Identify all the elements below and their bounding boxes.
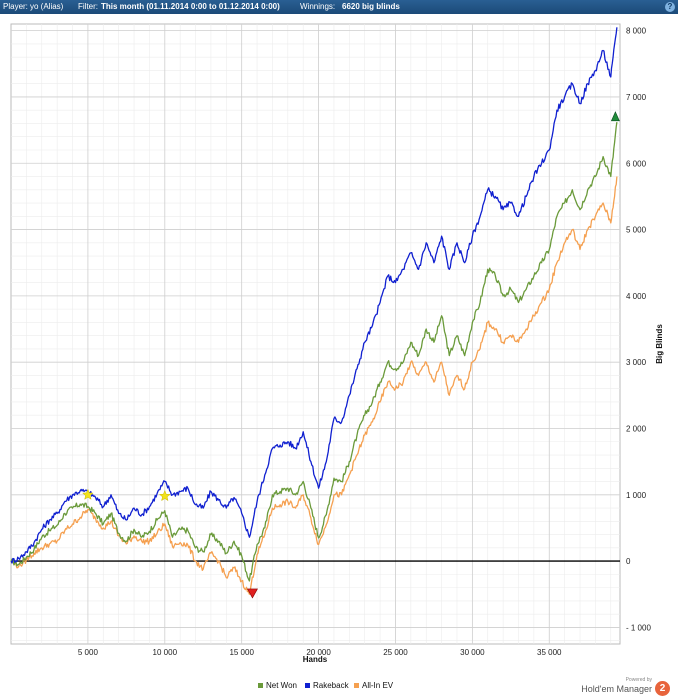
legend-swatch — [258, 683, 263, 688]
x-tick-label: 25 000 — [383, 648, 408, 657]
star-marker — [82, 488, 94, 500]
brand-name: Hold'em Manager — [581, 684, 652, 694]
y-tick-label: 0 — [626, 557, 631, 566]
y-tick-label: - 1 000 — [626, 623, 651, 632]
header-bar: Player: yo (Alias) Filter: This month (0… — [0, 0, 678, 14]
y-axis-title: Big Blinds — [655, 324, 664, 364]
max-marker — [610, 111, 620, 122]
y-tick-label: 8 000 — [626, 27, 647, 36]
player-label: Player: — [3, 2, 28, 11]
y-tick-label: 7 000 — [626, 93, 647, 102]
graph-chart: 5 000 10 000 15 000 20 000 25 000 30 000 35 00… — [10, 23, 664, 690]
brand-logo-icon: 2 — [655, 681, 670, 696]
x-tick-label: 30 000 — [460, 648, 485, 657]
legend-label: Rakeback — [313, 681, 350, 690]
legend-swatch — [354, 683, 359, 688]
y-tick-label: 3 000 — [626, 358, 647, 367]
legend-swatch — [305, 683, 310, 688]
y-tick-label: 5 000 — [626, 226, 647, 235]
y-tick-label: 4 000 — [626, 292, 647, 301]
x-tick-label: 5 000 — [78, 648, 99, 657]
winnings-label: Winnings: — [300, 2, 336, 11]
star-marker — [158, 489, 171, 502]
x-axis-title: Hands — [303, 655, 328, 664]
legend: Net Won Rakeback All-In EV — [258, 681, 394, 690]
grid — [11, 24, 620, 644]
player-value: yo (Alias) — [30, 2, 64, 11]
series-line-net-won — [10, 122, 618, 582]
y-tick-labels: - 1 000 0 1 000 2 000 3 000 4 000 5 000 6 000 7 … — [626, 27, 651, 633]
legend-label: All-In EV — [362, 681, 394, 690]
filter-value: This month (01.11.2014 0:00 to 01.12.201… — [101, 2, 280, 11]
x-tick-label: 20 000 — [306, 648, 331, 657]
x-tick-label: 15 000 — [229, 648, 254, 657]
x-tick-label: 10 000 — [153, 648, 178, 657]
series-line-all-in-ev — [10, 176, 618, 595]
min-marker — [246, 588, 258, 599]
y-tick-label: 6 000 — [626, 159, 647, 168]
help-icon[interactable]: ? — [665, 2, 675, 12]
y-tick-label: 2 000 — [626, 424, 647, 433]
powered-by-text: Powered by — [625, 677, 652, 683]
winnings-value: 6620 big blinds — [342, 2, 400, 11]
series-lines — [10, 27, 618, 595]
x-tick-labels: 5 000 10 000 15 000 20 000 25 000 30 000 35 00… — [78, 648, 562, 657]
markers — [82, 111, 620, 599]
y-tick-label: 1 000 — [626, 491, 647, 500]
legend-label: Net Won — [266, 681, 297, 690]
series-line-rakeback — [10, 27, 618, 564]
plot-area — [10, 23, 621, 645]
filter-label: Filter: — [78, 2, 98, 11]
x-tick-label: 35 000 — [537, 648, 562, 657]
